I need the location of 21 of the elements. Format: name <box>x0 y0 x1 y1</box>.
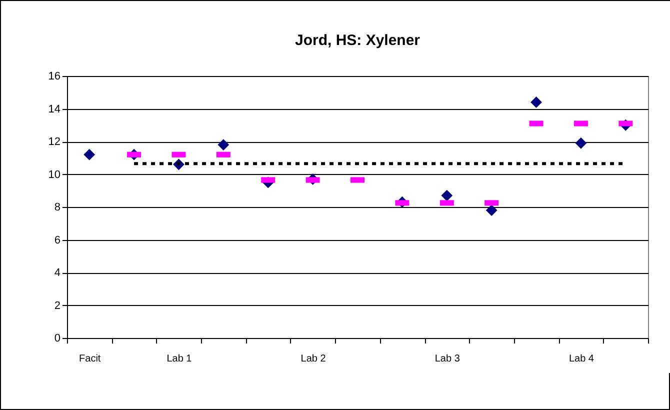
x-tick-label: Lab 4 <box>568 354 594 364</box>
y-tick-label: 12 <box>48 136 60 148</box>
x-tick-label: Lab 3 <box>434 354 460 364</box>
y-tick-label: 10 <box>48 168 60 181</box>
point <box>218 139 230 150</box>
y-tick-label: 14 <box>48 103 60 116</box>
point <box>486 204 498 216</box>
point <box>84 148 96 160</box>
x-tick-label: Lab 2 <box>300 354 326 364</box>
point <box>530 96 542 108</box>
y-tick-label: 6 <box>54 234 60 246</box>
x-tick-label: Lab 1 <box>166 354 192 364</box>
y-tick-label: 4 <box>54 267 60 279</box>
chart-title: Jord, HS: Xylener <box>294 32 420 49</box>
y-tick-label: 2 <box>54 300 60 312</box>
x-tick-label: Facit <box>79 354 101 364</box>
point <box>441 190 453 202</box>
y-tick-label: 16 <box>48 70 60 82</box>
y-tick-label: 8 <box>54 202 60 214</box>
point <box>575 137 587 149</box>
y-tick-label: 0 <box>54 332 60 344</box>
